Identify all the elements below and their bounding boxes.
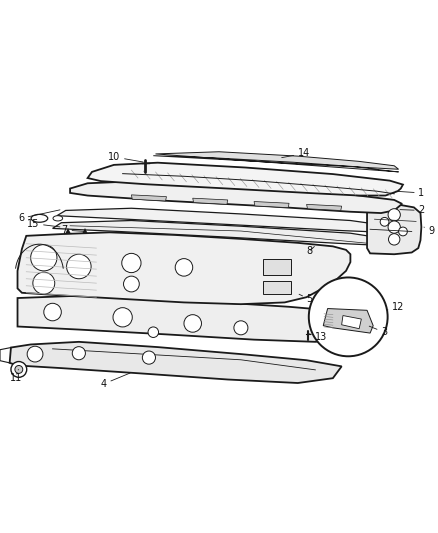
Circle shape	[389, 233, 400, 245]
Circle shape	[15, 366, 23, 374]
Ellipse shape	[53, 216, 63, 221]
Circle shape	[33, 272, 55, 294]
Polygon shape	[254, 201, 289, 208]
Text: 14: 14	[282, 149, 310, 158]
Text: 8: 8	[307, 246, 314, 256]
Polygon shape	[57, 208, 394, 232]
Bar	[263, 259, 291, 275]
Text: 5: 5	[299, 294, 313, 304]
Polygon shape	[70, 181, 402, 213]
Polygon shape	[88, 163, 403, 196]
Polygon shape	[10, 342, 342, 383]
Text: 12: 12	[388, 302, 404, 312]
Text: 1: 1	[396, 188, 424, 198]
Text: 6: 6	[18, 210, 60, 223]
Circle shape	[113, 308, 132, 327]
Polygon shape	[53, 221, 390, 246]
Circle shape	[148, 327, 159, 337]
Circle shape	[44, 303, 61, 321]
Polygon shape	[307, 204, 342, 211]
Text: 10: 10	[108, 152, 143, 162]
Circle shape	[27, 346, 43, 362]
Polygon shape	[367, 201, 421, 254]
Polygon shape	[323, 309, 373, 333]
Polygon shape	[153, 152, 399, 172]
Text: 4: 4	[101, 373, 130, 389]
Circle shape	[309, 278, 388, 356]
Polygon shape	[18, 295, 359, 342]
Text: 11: 11	[10, 369, 22, 383]
Polygon shape	[131, 195, 166, 201]
Polygon shape	[193, 198, 228, 204]
Circle shape	[388, 221, 400, 233]
Circle shape	[122, 253, 141, 273]
Circle shape	[72, 346, 85, 360]
Text: 7: 7	[62, 225, 84, 235]
Circle shape	[124, 276, 139, 292]
Circle shape	[399, 227, 407, 236]
Text: 9: 9	[424, 227, 434, 237]
Text: 15: 15	[27, 219, 60, 229]
Circle shape	[184, 314, 201, 332]
Circle shape	[67, 254, 91, 279]
Text: 2: 2	[400, 205, 424, 215]
Circle shape	[175, 259, 193, 276]
Circle shape	[234, 321, 248, 335]
Ellipse shape	[31, 214, 48, 222]
Circle shape	[142, 351, 155, 364]
Circle shape	[31, 245, 57, 271]
Circle shape	[388, 209, 400, 221]
Text: 13: 13	[308, 333, 328, 343]
Circle shape	[380, 217, 389, 226]
Text: 3: 3	[369, 326, 387, 337]
Circle shape	[11, 361, 27, 377]
Polygon shape	[342, 316, 361, 329]
Polygon shape	[18, 232, 350, 304]
Bar	[263, 280, 291, 294]
